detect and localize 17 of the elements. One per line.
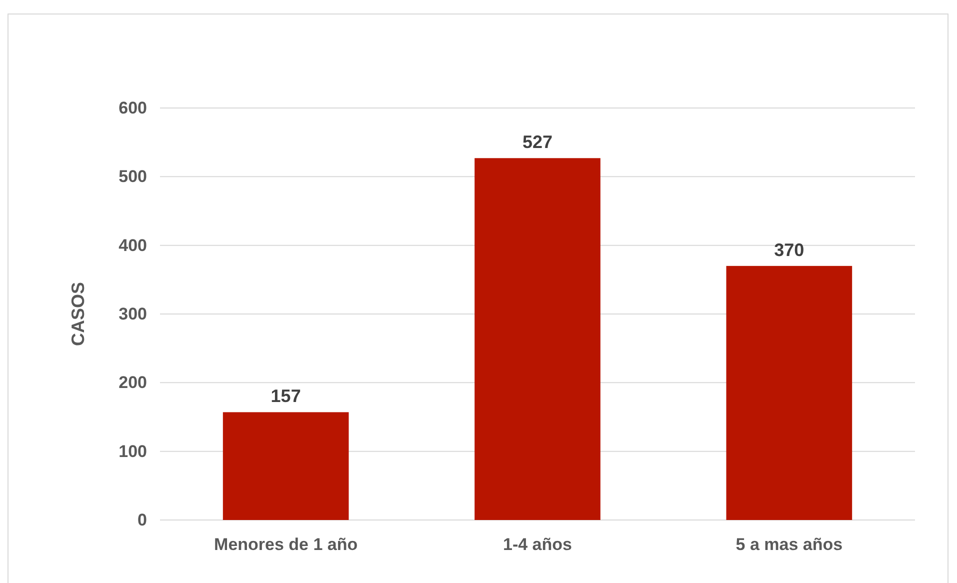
y-tick-label: 500 <box>118 167 147 186</box>
x-tick-label: Menores de 1 año <box>214 535 358 554</box>
y-tick-label: 0 <box>138 510 147 530</box>
y-tick-label: 200 <box>118 373 147 392</box>
data-label: 370 <box>774 240 804 260</box>
y-tick-label: 100 <box>118 442 147 461</box>
data-label: 527 <box>522 132 553 152</box>
y-tick-label: 600 <box>118 98 147 118</box>
bar <box>222 412 349 520</box>
x-tick-label: 5 a mas años <box>736 535 843 554</box>
y-tick-label: 300 <box>118 304 147 324</box>
data-label: 157 <box>270 386 301 406</box>
x-tick-label: 1-4 años <box>503 535 572 554</box>
y-axis-title: CASOS <box>68 282 88 346</box>
bar <box>726 266 852 520</box>
bar <box>474 158 600 520</box>
y-tick-label: 400 <box>118 236 147 255</box>
